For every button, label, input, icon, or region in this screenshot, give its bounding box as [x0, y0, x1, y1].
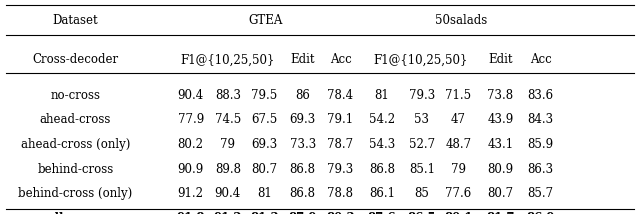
Text: 48.7: 48.7: [445, 138, 471, 151]
Text: 86.8: 86.8: [369, 163, 395, 175]
Text: 81: 81: [374, 89, 390, 102]
Text: 71.5: 71.5: [445, 89, 471, 102]
Text: 79.3: 79.3: [327, 163, 354, 175]
Text: 80.7: 80.7: [488, 187, 513, 200]
Text: 73.3: 73.3: [289, 138, 316, 151]
Text: 85.7: 85.7: [528, 187, 554, 200]
Text: 78.7: 78.7: [328, 138, 353, 151]
Text: 67.5: 67.5: [251, 113, 278, 126]
Text: all-cross: all-cross: [47, 212, 104, 214]
Text: 79: 79: [220, 138, 236, 151]
Text: 86.5: 86.5: [408, 212, 436, 214]
Text: 90.4: 90.4: [214, 187, 241, 200]
Text: 77.9: 77.9: [177, 113, 204, 126]
Text: 91.2: 91.2: [214, 212, 242, 214]
Text: 81.3: 81.3: [250, 212, 278, 214]
Text: Acc: Acc: [530, 54, 552, 66]
Text: 85.1: 85.1: [409, 163, 435, 175]
Text: Cross-decoder: Cross-decoder: [33, 54, 118, 66]
Text: 86.9: 86.9: [527, 212, 555, 214]
Text: 79.5: 79.5: [251, 89, 278, 102]
Text: 88.3: 88.3: [215, 89, 241, 102]
Text: behind-cross: behind-cross: [37, 163, 114, 175]
Text: 91.8: 91.8: [177, 212, 205, 214]
Text: F1@{10,25,50}: F1@{10,25,50}: [180, 54, 275, 66]
Text: 86.1: 86.1: [369, 187, 395, 200]
Text: Edit: Edit: [291, 54, 315, 66]
Text: ahead-cross (only): ahead-cross (only): [21, 138, 130, 151]
Text: 85: 85: [414, 187, 429, 200]
Text: 50salads: 50salads: [435, 14, 488, 27]
Text: 78.8: 78.8: [328, 187, 353, 200]
Text: GTEA: GTEA: [248, 14, 283, 27]
Text: 47: 47: [451, 113, 466, 126]
Text: 43.1: 43.1: [488, 138, 513, 151]
Text: 90.9: 90.9: [177, 163, 204, 175]
Text: Edit: Edit: [488, 54, 513, 66]
Text: 54.2: 54.2: [369, 113, 395, 126]
Text: 89.8: 89.8: [215, 163, 241, 175]
Text: 86.8: 86.8: [290, 187, 316, 200]
Text: 43.9: 43.9: [487, 113, 514, 126]
Text: ahead-cross: ahead-cross: [40, 113, 111, 126]
Text: 53: 53: [414, 113, 429, 126]
Text: 91.2: 91.2: [178, 187, 204, 200]
Text: behind-cross (only): behind-cross (only): [19, 187, 132, 200]
Text: 80.3: 80.3: [326, 212, 355, 214]
Text: 79.1: 79.1: [328, 113, 353, 126]
Text: 69.3: 69.3: [289, 113, 316, 126]
Text: 83.6: 83.6: [528, 89, 554, 102]
Text: 80.7: 80.7: [252, 163, 277, 175]
Text: 87.6: 87.6: [368, 212, 396, 214]
Text: 78.4: 78.4: [328, 89, 353, 102]
Text: 80.9: 80.9: [488, 163, 513, 175]
Text: 69.3: 69.3: [251, 138, 278, 151]
Text: 87.9: 87.9: [289, 212, 317, 214]
Text: F1@{10,25,50}: F1@{10,25,50}: [373, 54, 467, 66]
Text: 86.8: 86.8: [290, 163, 316, 175]
Text: 85.9: 85.9: [528, 138, 554, 151]
Text: 73.8: 73.8: [488, 89, 513, 102]
Text: 80.1: 80.1: [444, 212, 472, 214]
Text: 79.3: 79.3: [408, 89, 435, 102]
Text: 90.4: 90.4: [177, 89, 204, 102]
Text: 52.7: 52.7: [409, 138, 435, 151]
Text: 79: 79: [451, 163, 466, 175]
Text: 84.3: 84.3: [528, 113, 554, 126]
Text: 86: 86: [295, 89, 310, 102]
Text: no-cross: no-cross: [51, 89, 100, 102]
Text: 86.3: 86.3: [528, 163, 554, 175]
Text: Dataset: Dataset: [52, 14, 99, 27]
Text: 81.7: 81.7: [486, 212, 515, 214]
Text: 80.2: 80.2: [178, 138, 204, 151]
Text: 74.5: 74.5: [214, 113, 241, 126]
Text: 77.6: 77.6: [445, 187, 472, 200]
Text: Acc: Acc: [330, 54, 351, 66]
Text: 54.3: 54.3: [369, 138, 396, 151]
Text: 81: 81: [257, 187, 272, 200]
